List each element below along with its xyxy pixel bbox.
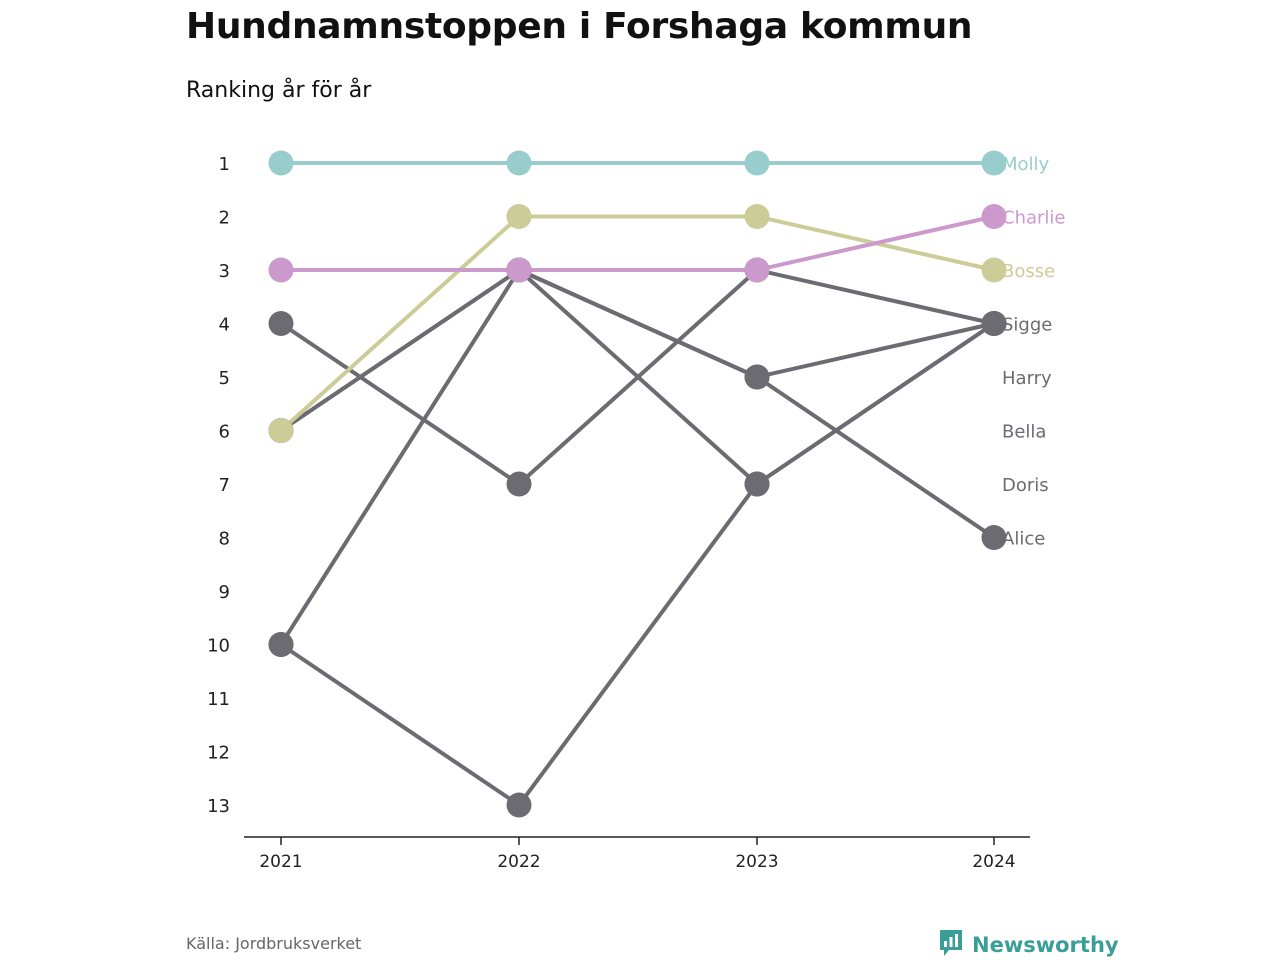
series-line-sigge xyxy=(279,268,996,433)
series-label-harry: Harry xyxy=(1002,368,1052,389)
point-sigge-2024 xyxy=(981,311,1007,336)
point-bella-2022 xyxy=(506,471,532,497)
brand-logo[interactable]: Newsworthy xyxy=(938,928,1119,962)
point-bosse-2024 xyxy=(981,257,1007,283)
x-tick-label-2023: 2023 xyxy=(735,852,778,872)
source-note: Källa: Jordbruksverket xyxy=(186,934,362,953)
y-tick-label-1: 1 xyxy=(219,154,230,175)
y-tick-label-13: 13 xyxy=(207,796,230,817)
series-line-harry xyxy=(279,268,996,486)
chart-subtitle: Ranking år för år xyxy=(186,78,372,103)
point-molly-2021 xyxy=(268,150,294,176)
point-charlie-2024 xyxy=(981,204,1007,229)
point-harry-2023 xyxy=(744,471,770,497)
series-labels: Molly Charlie Bosse Sigge Harry Bella Doris Ali… xyxy=(1002,154,1065,550)
point-charlie-2022 xyxy=(506,257,532,283)
point-bosse-2022 xyxy=(506,204,532,229)
y-tick-label-9: 9 xyxy=(219,582,230,603)
point-bella-2021 xyxy=(268,311,294,336)
series-label-bosse: Bosse xyxy=(1002,261,1055,282)
y-tick-label-8: 8 xyxy=(219,529,230,550)
y-tick-label-5: 5 xyxy=(219,368,230,389)
chart-title: Hundnamnstoppen i Forshaga kommun xyxy=(186,6,973,47)
newsworthy-logo-icon xyxy=(938,928,964,962)
point-doris-2021 xyxy=(268,632,294,657)
y-tick-label-11: 11 xyxy=(207,689,230,710)
series-points xyxy=(268,150,1007,818)
series-label-doris: Doris xyxy=(1002,475,1049,496)
point-molly-2024 xyxy=(981,150,1007,176)
x-axis-ticks: 2021 2022 2023 2024 xyxy=(259,837,1016,872)
y-tick-label-6: 6 xyxy=(219,422,230,443)
point-bosse-2021 xyxy=(268,418,294,443)
x-tick-label-2021: 2021 xyxy=(259,852,302,872)
point-molly-2023 xyxy=(744,150,770,176)
point-charlie-2023 xyxy=(744,257,770,283)
y-tick-label-3: 3 xyxy=(219,261,230,282)
point-sigge-2023 xyxy=(744,364,770,390)
point-bosse-2023 xyxy=(744,204,770,229)
series-label-charlie: Charlie xyxy=(1002,208,1065,229)
point-doris-2022 xyxy=(506,792,532,818)
x-tick-label-2022: 2022 xyxy=(497,852,540,872)
point-molly-2022 xyxy=(506,150,532,176)
series-label-alice: Alice xyxy=(1002,529,1045,550)
y-tick-label-7: 7 xyxy=(219,475,230,496)
brand-name: Newsworthy xyxy=(972,933,1119,957)
series-label-molly: Molly xyxy=(1002,154,1050,175)
point-charlie-2021 xyxy=(268,257,294,283)
y-tick-label-4: 4 xyxy=(219,315,230,336)
y-tick-label-10: 10 xyxy=(207,636,230,657)
series-line-charlie xyxy=(279,214,996,272)
y-tick-label-2: 2 xyxy=(219,208,230,229)
point-alice-2024 xyxy=(981,525,1007,550)
series-label-bella: Bella xyxy=(1002,422,1046,443)
x-tick-label-2024: 2024 xyxy=(972,852,1015,872)
series-lines xyxy=(279,161,996,807)
series-label-sigge: Sigge xyxy=(1002,315,1052,336)
series-line-alice xyxy=(279,268,996,647)
y-tick-label-12: 12 xyxy=(207,743,230,764)
